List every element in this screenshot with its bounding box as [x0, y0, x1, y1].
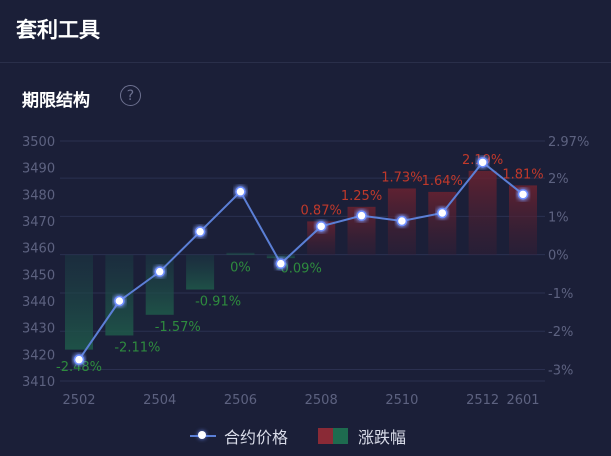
bar-label: -2.48%: [56, 360, 102, 375]
bar-label: 0%: [230, 261, 251, 276]
bar-2504: [145, 254, 174, 315]
right-axis-tick: 0%: [548, 249, 569, 264]
right-axis-tick: 1%: [548, 210, 569, 225]
left-axis-tick: 3430: [22, 322, 55, 337]
price-point-2508: [315, 221, 327, 232]
price-point-2506: [235, 186, 246, 197]
x-axis-tick: 2508: [305, 393, 338, 408]
x-axis-tick: 2504: [143, 393, 176, 408]
x-axis-tick: 2510: [385, 393, 418, 408]
legend-line-icon[interactable]: [190, 431, 216, 439]
price-point-2503: [114, 295, 125, 307]
right-axis-tick: -2%: [548, 325, 573, 340]
price-point-2504: [154, 266, 165, 277]
left-axis-tick: 3490: [22, 162, 55, 177]
price-point-2512: [477, 157, 488, 168]
left-axis-tick: 3500: [22, 135, 55, 150]
left-axis-tick: 3450: [22, 268, 55, 283]
bar-2507: [266, 254, 295, 259]
left-axis-tick: 3410: [22, 375, 55, 390]
bar-label: -1.57%: [155, 320, 201, 335]
price-point-2509: [356, 210, 367, 221]
x-axis-tick: 2512: [466, 393, 499, 408]
section-title: 期限结构: [22, 91, 90, 111]
bar-label: 1.81%: [502, 167, 543, 182]
bar-label: 1.25%: [341, 189, 382, 204]
right-axis-tick: -3%: [548, 364, 573, 379]
bar-label: -0.09%: [276, 262, 322, 277]
bar-label: -2.11%: [114, 340, 160, 355]
page-title: 套利工具: [16, 18, 100, 42]
question-circle-icon[interactable]: ?: [120, 85, 141, 106]
header: 套利工具: [0, 0, 611, 63]
price-point-2510: [396, 215, 408, 227]
left-axis-tick: 3470: [22, 215, 55, 230]
bar-label: 0.87%: [301, 203, 342, 218]
right-axis-tick: 2.97%: [548, 135, 589, 150]
bar-label: 1.73%: [381, 170, 422, 185]
legend-change-label[interactable]: 涨跌幅: [358, 428, 407, 447]
left-axis-tick: 3460: [22, 242, 55, 257]
left-axis-tick: 3440: [22, 295, 55, 310]
left-axis-tick: 3480: [22, 188, 55, 203]
right-axis-tick: 2%: [548, 172, 569, 187]
x-axis-tick: 2506: [224, 393, 257, 408]
price-point-2502: [73, 354, 85, 365]
price-line: [78, 160, 524, 361]
bar-2505: [186, 254, 215, 290]
left-axis-tick: 3420: [22, 348, 55, 363]
x-axis-tick: 2502: [62, 393, 95, 408]
bar-2506: [226, 252, 255, 255]
price-point-2507: [275, 258, 287, 269]
right-axis-tick: -1%: [548, 287, 573, 302]
bar-2512: [468, 170, 497, 255]
price-point-2601: [517, 189, 529, 200]
bar-label: -0.91%: [195, 295, 241, 310]
x-axis-tick: 2601: [506, 393, 539, 408]
legend-bar-icon[interactable]: [318, 428, 349, 444]
bar-label: 1.64%: [422, 174, 463, 189]
bar-2502: [65, 254, 93, 350]
price-point-2511: [437, 207, 448, 219]
legend-price-label[interactable]: 合约价格: [224, 428, 289, 447]
legend: 合约价格 涨跌幅: [190, 424, 406, 448]
price-point-2505: [194, 226, 206, 237]
